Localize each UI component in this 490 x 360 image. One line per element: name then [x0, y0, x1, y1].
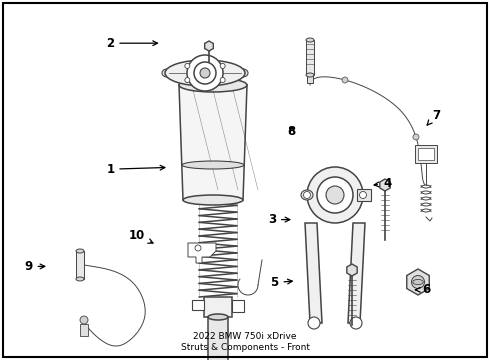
Polygon shape [407, 269, 429, 295]
Text: 3: 3 [268, 213, 290, 226]
Circle shape [187, 55, 223, 91]
Circle shape [317, 177, 353, 213]
Bar [415, 145, 437, 163]
Circle shape [185, 77, 190, 82]
Ellipse shape [182, 161, 244, 169]
Bar [232, 300, 244, 312]
Ellipse shape [306, 73, 314, 77]
Text: 8: 8 [288, 125, 295, 138]
Circle shape [194, 62, 216, 84]
Ellipse shape [76, 277, 84, 281]
Text: 1: 1 [106, 163, 165, 176]
Text: 7: 7 [427, 109, 440, 125]
Bar [418, 148, 434, 160]
Ellipse shape [165, 60, 245, 86]
Polygon shape [179, 85, 247, 200]
Text: 5: 5 [270, 276, 293, 289]
Bar [208, 317, 228, 360]
Bar [80, 324, 88, 336]
Ellipse shape [301, 190, 313, 200]
Circle shape [350, 317, 362, 329]
Polygon shape [188, 243, 216, 263]
Circle shape [413, 134, 419, 140]
Ellipse shape [183, 195, 243, 205]
Ellipse shape [162, 69, 172, 77]
Text: 4: 4 [374, 177, 391, 190]
Polygon shape [347, 264, 357, 276]
Bar [307, 75, 313, 83]
Circle shape [200, 68, 210, 78]
Ellipse shape [76, 249, 84, 253]
Circle shape [308, 317, 320, 329]
Polygon shape [348, 223, 365, 323]
Bar [76, 251, 84, 279]
Circle shape [326, 186, 344, 204]
Ellipse shape [413, 279, 423, 285]
Circle shape [220, 77, 225, 82]
Polygon shape [205, 41, 213, 51]
Text: 6: 6 [416, 283, 430, 296]
Text: 2022 BMW 750i xDrive
Struts & Components - Front: 2022 BMW 750i xDrive Struts & Components… [180, 332, 310, 352]
Ellipse shape [179, 78, 247, 92]
Circle shape [220, 63, 225, 68]
Circle shape [412, 275, 424, 288]
Circle shape [80, 316, 88, 324]
Circle shape [185, 63, 190, 68]
Circle shape [303, 192, 311, 198]
Text: 10: 10 [129, 229, 153, 243]
Circle shape [360, 192, 367, 198]
Bar [357, 189, 371, 201]
Circle shape [342, 77, 348, 83]
Text: 2: 2 [106, 37, 157, 50]
Bar [192, 300, 204, 310]
Circle shape [307, 167, 363, 223]
Bar [306, 40, 314, 75]
Text: 9: 9 [24, 260, 45, 273]
Ellipse shape [208, 314, 228, 320]
Circle shape [195, 245, 201, 251]
Ellipse shape [238, 69, 248, 77]
Polygon shape [305, 223, 322, 323]
Polygon shape [380, 179, 390, 191]
Ellipse shape [306, 38, 314, 42]
Bar [204, 297, 232, 317]
